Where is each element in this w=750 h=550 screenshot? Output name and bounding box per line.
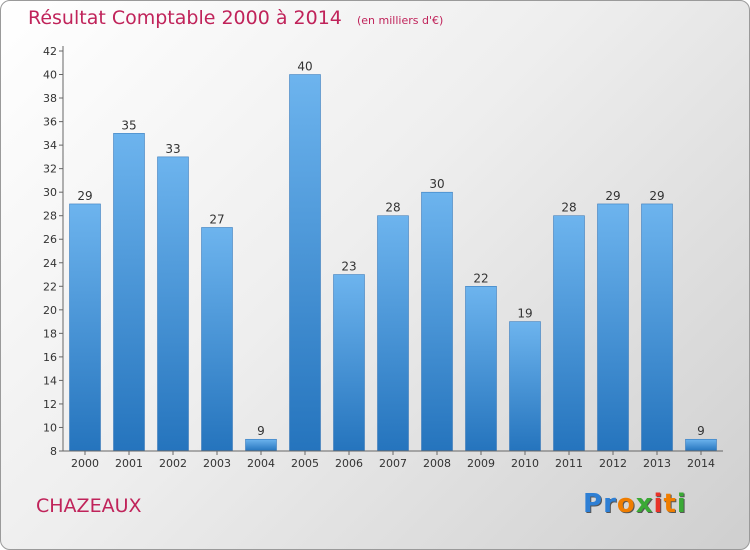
x-tick-label: 2005	[291, 457, 319, 470]
y-tick-label: 40	[43, 69, 57, 82]
x-tick-label: 2010	[511, 457, 539, 470]
logo-letter-4: i	[653, 489, 664, 519]
x-tick-label: 2002	[159, 457, 187, 470]
bar-value-label: 9	[257, 424, 265, 438]
bar-value-label: 29	[605, 189, 620, 203]
y-tick-label: 34	[43, 139, 57, 152]
bar-value-label: 22	[473, 271, 488, 285]
logo-letter-2: o	[616, 489, 636, 519]
bar-value-label: 30	[429, 177, 444, 191]
x-tick-label: 2013	[643, 457, 671, 470]
bar-2009	[465, 286, 497, 452]
y-tick-label: 28	[43, 210, 57, 223]
proxiti-logo: Proxiti	[583, 489, 687, 519]
chart-title: Résultat Comptable 2000 à 2014	[28, 7, 342, 29]
bar-2008	[421, 191, 453, 452]
y-tick-label: 22	[43, 280, 57, 293]
bar-2006	[333, 274, 365, 452]
bar-2005	[289, 74, 321, 452]
bar-value-label: 27	[209, 212, 224, 226]
bar-value-label: 9	[697, 424, 705, 438]
bar-2012	[597, 203, 629, 452]
y-tick-label: 30	[43, 186, 57, 199]
y-tick-label: 20	[43, 304, 57, 317]
bar-2010	[509, 321, 541, 452]
bar-2014	[685, 438, 717, 452]
bar-2002	[157, 156, 189, 452]
bar-value-label: 35	[121, 118, 136, 132]
y-tick-label: 38	[43, 92, 57, 105]
commune-name: CHAZEAUX	[36, 495, 142, 517]
y-axis: 8 10 12 14 16 18 20 22 24 26 28 30 32 34 36 38 40 42	[43, 45, 64, 458]
y-tick-label: 12	[43, 398, 57, 411]
x-axis: 2000 2001 2002 2003 2004 2005 2006 2007 2008 2009…	[63, 450, 723, 470]
x-tick-label: 2006	[335, 457, 363, 470]
y-tick-label: 16	[43, 351, 57, 364]
x-tick-label: 2011	[555, 457, 583, 470]
x-tick-label: 2007	[379, 457, 407, 470]
bar-value-label: 40	[297, 60, 312, 74]
bar-value-label: 33	[165, 142, 180, 156]
logo-letter-0: P	[583, 489, 604, 519]
bar-2003	[201, 227, 233, 452]
x-tick-label: 2001	[115, 457, 143, 470]
x-tick-label: 2009	[467, 457, 495, 470]
logo-letter-1: r	[603, 489, 617, 519]
y-tick-label: 18	[43, 327, 57, 340]
logo-letter-5: t	[663, 489, 677, 519]
y-tick-label: 26	[43, 233, 57, 246]
x-tick-label: 2004	[247, 457, 275, 470]
bar-2011	[553, 215, 585, 452]
bar-chart: 8 10 12 14 16 18 20 22 24 26 28 30 32 34 36 38 40 42 29 35…	[43, 45, 723, 470]
y-tick-label: 42	[43, 45, 57, 58]
x-tick-label: 2008	[423, 457, 451, 470]
chart-title-block: Résultat Comptable 2000 à 2014 (en milli…	[28, 7, 443, 29]
bar-value-label: 28	[385, 201, 400, 215]
logo-letter-6: i	[676, 489, 687, 519]
bar-value-label: 23	[341, 260, 356, 274]
bar-2001	[113, 133, 145, 452]
x-tick-label: 2003	[203, 457, 231, 470]
x-tick-label: 2000	[71, 457, 99, 470]
bar-2004	[245, 438, 277, 452]
y-tick-label: 32	[43, 163, 57, 176]
y-tick-label: 24	[43, 257, 57, 270]
bar-value-label: 29	[649, 189, 664, 203]
bar-value-label: 19	[517, 307, 532, 321]
logo-letter-3: x	[635, 489, 654, 519]
x-tick-label: 2012	[599, 457, 627, 470]
y-tick-label: 10	[43, 421, 57, 434]
bar-2013	[641, 203, 673, 452]
chart-unit: (en milliers d'€)	[356, 14, 444, 27]
bar-value-label: 29	[77, 189, 92, 203]
x-tick-label: 2014	[687, 457, 715, 470]
y-tick-label: 8	[50, 445, 57, 458]
y-tick-label: 36	[43, 116, 57, 129]
y-tick-label: 14	[43, 374, 57, 387]
bars: 29 35 33 27 9 40 23 28 30 22 19 28 29 29 9	[69, 60, 717, 452]
bar-2007	[377, 215, 409, 452]
bar-value-label: 28	[561, 201, 576, 215]
bar-2000	[69, 203, 101, 452]
